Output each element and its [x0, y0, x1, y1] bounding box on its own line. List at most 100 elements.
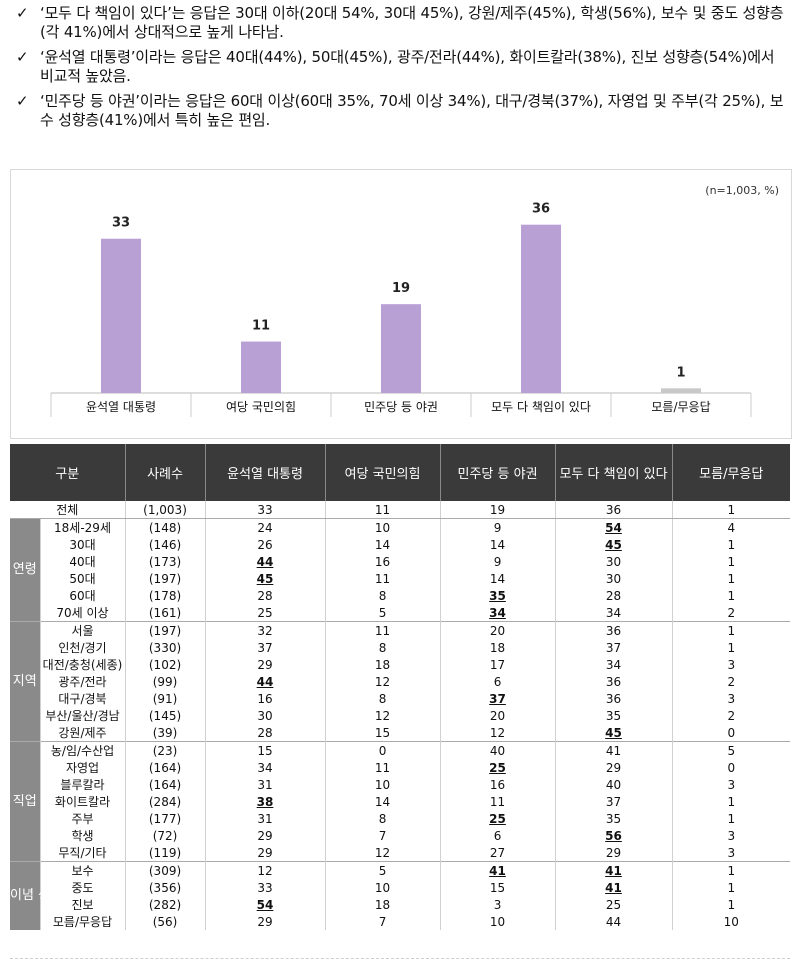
table-cell-highlight: 56	[555, 827, 673, 844]
table-cell: 10	[440, 913, 556, 930]
row-label: 18세-29세	[40, 518, 126, 536]
table-cell: 3	[440, 896, 556, 913]
table-cell: 11	[440, 793, 556, 810]
table-cell: (23)	[125, 741, 206, 759]
table-cell: 2	[727, 708, 736, 723]
table-row: 중도 (356) 33 10 15 41 1	[10, 879, 790, 896]
table-cell: 5	[325, 604, 441, 622]
table-cell-highlight: 45	[555, 536, 673, 553]
table-cell: (330)	[125, 639, 206, 656]
header-category: 구분	[10, 444, 126, 501]
table-cell: 15	[325, 724, 441, 742]
bar-chart-panel: (n=1,003, %) 33 윤석열 대통령 11 여당 국민의힘 19 민주당 등 야…	[10, 169, 792, 439]
table-cell: 37	[205, 639, 326, 656]
table-row: 강원/제주 (39) 28 15 12 45 0	[10, 724, 790, 742]
header-col: 민주당 등 야권	[440, 444, 556, 501]
header-col: 모름/무응답	[672, 444, 791, 501]
table-cell: 1	[672, 501, 791, 519]
table-cell: 27	[440, 844, 556, 862]
table-row: 모름/무응답 (56) 29 7 10 44 10	[10, 913, 790, 930]
table-row: 광주/전라 (99) 44 12 6 36 2	[10, 673, 790, 690]
category-label: 민주당 등 야권	[364, 400, 438, 414]
table-row-total: 전체 (1,003) 33 11 19 36 1	[10, 501, 791, 519]
table-cell: 12	[205, 861, 326, 879]
table-cell: 34	[555, 604, 673, 622]
table-cell: (56)	[125, 913, 206, 930]
table-cell: (284)	[125, 793, 206, 810]
table-cell: 20	[440, 621, 556, 639]
row-label: 블루칼라	[40, 776, 126, 793]
table-row: 이념 성향 보수 (309) 12 5 41 41 1	[10, 861, 791, 930]
bar	[661, 388, 701, 393]
row-label: 주부	[40, 810, 126, 827]
bullet-text: ‘민주당 등 야권’이라는 응답은 60대 이상(60대 35%, 70세 이상…	[40, 92, 784, 129]
table-cell: 31	[205, 776, 326, 793]
category-label: 모두 다 책임이 있다	[491, 399, 591, 414]
row-label: 화이트칼라	[40, 793, 126, 810]
table-cell: 30	[555, 570, 673, 587]
row-label: 보수	[40, 861, 126, 879]
table-cell: 11	[325, 759, 441, 776]
table-cell: 15	[440, 879, 556, 896]
table-cell: 15	[205, 741, 326, 759]
table-cell: 12	[325, 707, 441, 724]
checkmark-icon: ✓	[16, 92, 29, 110]
table-cell: 11	[325, 501, 441, 519]
summary-bullets: ✓ ‘모두 다 책임이 있다’는 응답은 30대 이하(20대 54%, 30대…	[14, 4, 790, 136]
table-cell: 6	[440, 827, 556, 844]
category-label: 여당 국민의힘	[226, 400, 296, 414]
table-cell: 26	[205, 536, 326, 553]
table-cell: (145)	[125, 707, 206, 724]
crosstab-table: 구분 사례수 윤석열 대통령 여당 국민의힘 민주당 등 야권 모두 다 책임이…	[10, 444, 791, 930]
table-cell: (197)	[125, 621, 206, 639]
table-cell: (39)	[125, 724, 206, 742]
table-cell: 1	[727, 537, 736, 552]
table-cell: 2	[727, 605, 736, 620]
table-cell-highlight: 54	[555, 518, 673, 536]
summary-bullet: ✓ ‘윤석열 대통령’이라는 응답은 40대(44%), 50대(45%), 광…	[14, 48, 790, 86]
table-cell: (173)	[125, 553, 206, 570]
table-cell: 3	[727, 777, 736, 792]
table-row: 70세 이상 (161) 25 5 34 34 2	[10, 604, 790, 622]
table-cell: 8	[325, 587, 441, 604]
table-cell-highlight: 25	[440, 810, 556, 827]
table-cell: 4	[672, 518, 791, 536]
bar-chart: 33 윤석열 대통령 11 여당 국민의힘 19 민주당 등 야권 36 모두 다 책임이 있…	[50, 202, 752, 417]
row-label: 광주/전라	[40, 673, 126, 690]
table-cell: 30	[205, 707, 326, 724]
table-cell: 36	[555, 673, 673, 690]
checkmark-icon: ✓	[16, 4, 29, 22]
table-cell: (309)	[125, 861, 206, 879]
table-cell: 3	[727, 845, 736, 860]
table-cell: (282)	[125, 896, 206, 913]
table-cell: 1	[672, 861, 791, 879]
table-cell: 11	[325, 621, 441, 639]
row-label: 70세 이상	[40, 604, 126, 622]
table-cell: 32	[205, 621, 326, 639]
table-cell-highlight: 38	[205, 793, 326, 810]
table-cell: 40	[440, 741, 556, 759]
table-cell: 35	[555, 810, 673, 827]
table-cell-highlight: 41	[555, 861, 673, 879]
table-cell: 14	[325, 793, 441, 810]
table-cell: 8	[325, 639, 441, 656]
table-cell: 5	[672, 741, 791, 759]
table-cell: 10	[325, 776, 441, 793]
row-label: 진보	[40, 896, 126, 913]
table-cell: 31	[205, 810, 326, 827]
table-cell: 9	[440, 518, 556, 536]
table-cell: 17	[440, 656, 556, 673]
header-col: 모두 다 책임이 있다	[555, 444, 673, 501]
table-row: 60대 (178) 28 8 35 28 1	[10, 587, 790, 604]
table-cell-highlight: 54	[205, 896, 326, 913]
summary-bullet: ✓ ‘모두 다 책임이 있다’는 응답은 30대 이하(20대 54%, 30대…	[14, 4, 790, 42]
table-cell: (164)	[125, 759, 206, 776]
row-label: 학생	[40, 827, 126, 844]
table-cell: 3	[727, 691, 736, 706]
table-cell: 3	[727, 828, 736, 843]
table-cell-highlight: 34	[440, 604, 556, 622]
table-row: 직업 농/임/수산업 (23) 15 0 40 41 5	[10, 741, 791, 862]
table-cell: 25	[555, 896, 673, 913]
data-label: 19	[392, 281, 410, 296]
table-cell: 41	[555, 741, 673, 759]
